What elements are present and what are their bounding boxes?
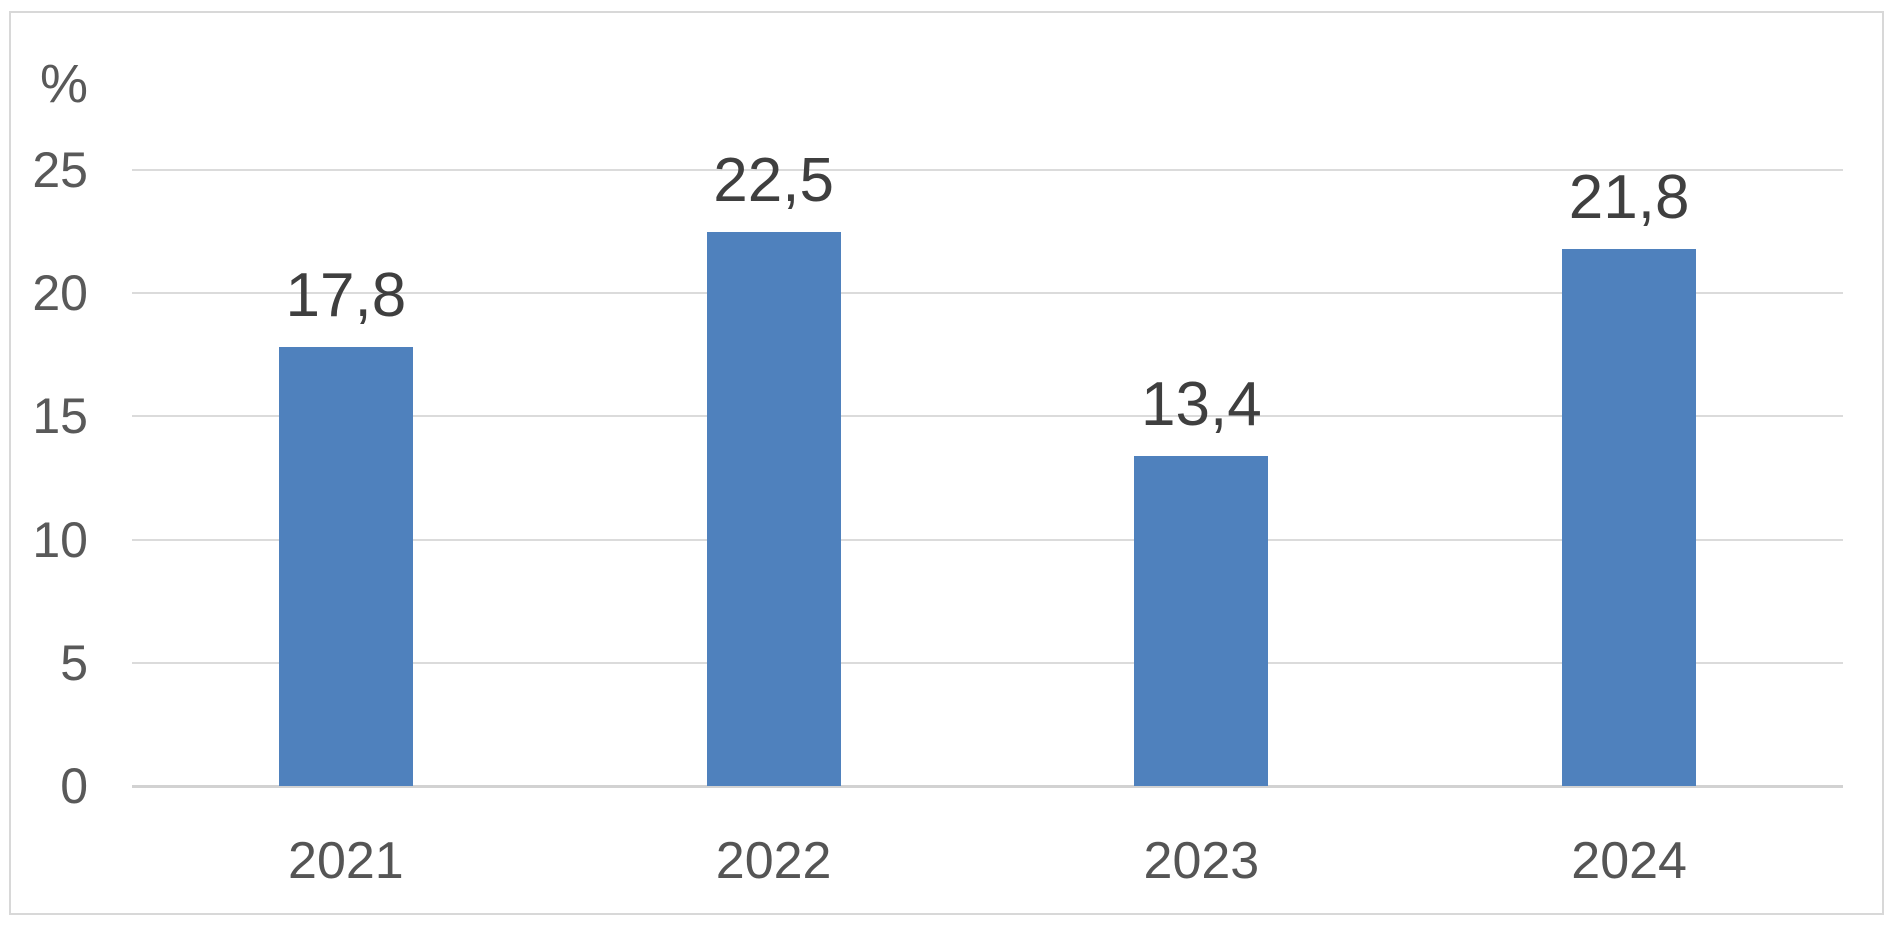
x-axis-label-2024: 2024 <box>1571 832 1687 890</box>
x-axis-label-2023: 2023 <box>1143 832 1260 890</box>
chart-border <box>9 11 1884 915</box>
y-tick-label-5: 5 <box>60 634 88 691</box>
bar-2021 <box>278 347 413 786</box>
bar-2022 <box>706 231 841 786</box>
y-tick-label-15: 15 <box>32 388 88 445</box>
y-tick-label-0: 0 <box>60 758 88 814</box>
gridline-20 <box>132 292 1843 295</box>
y-tick-label-10: 10 <box>32 511 88 568</box>
bar-2023 <box>1134 455 1269 786</box>
gridline-25 <box>132 169 1843 171</box>
data-label-2023: 13,4 <box>1141 369 1262 439</box>
bar-2024 <box>1562 248 1697 786</box>
y-axis-title: % <box>40 54 89 114</box>
x-axis-label-2022: 2022 <box>715 832 832 890</box>
gridline-15 <box>132 415 1843 418</box>
data-label-2021: 17,8 <box>285 261 407 331</box>
gridline-5 <box>132 661 1843 664</box>
gridline-10 <box>132 538 1843 541</box>
x-axis-label-2021: 2021 <box>288 832 404 890</box>
y-tick-label-20: 20 <box>32 265 88 322</box>
x-axis-line <box>132 785 1843 788</box>
data-label-2024: 21,8 <box>1568 162 1690 232</box>
y-tick-label-25: 25 <box>32 142 88 198</box>
data-label-2022: 22,5 <box>713 145 834 215</box>
